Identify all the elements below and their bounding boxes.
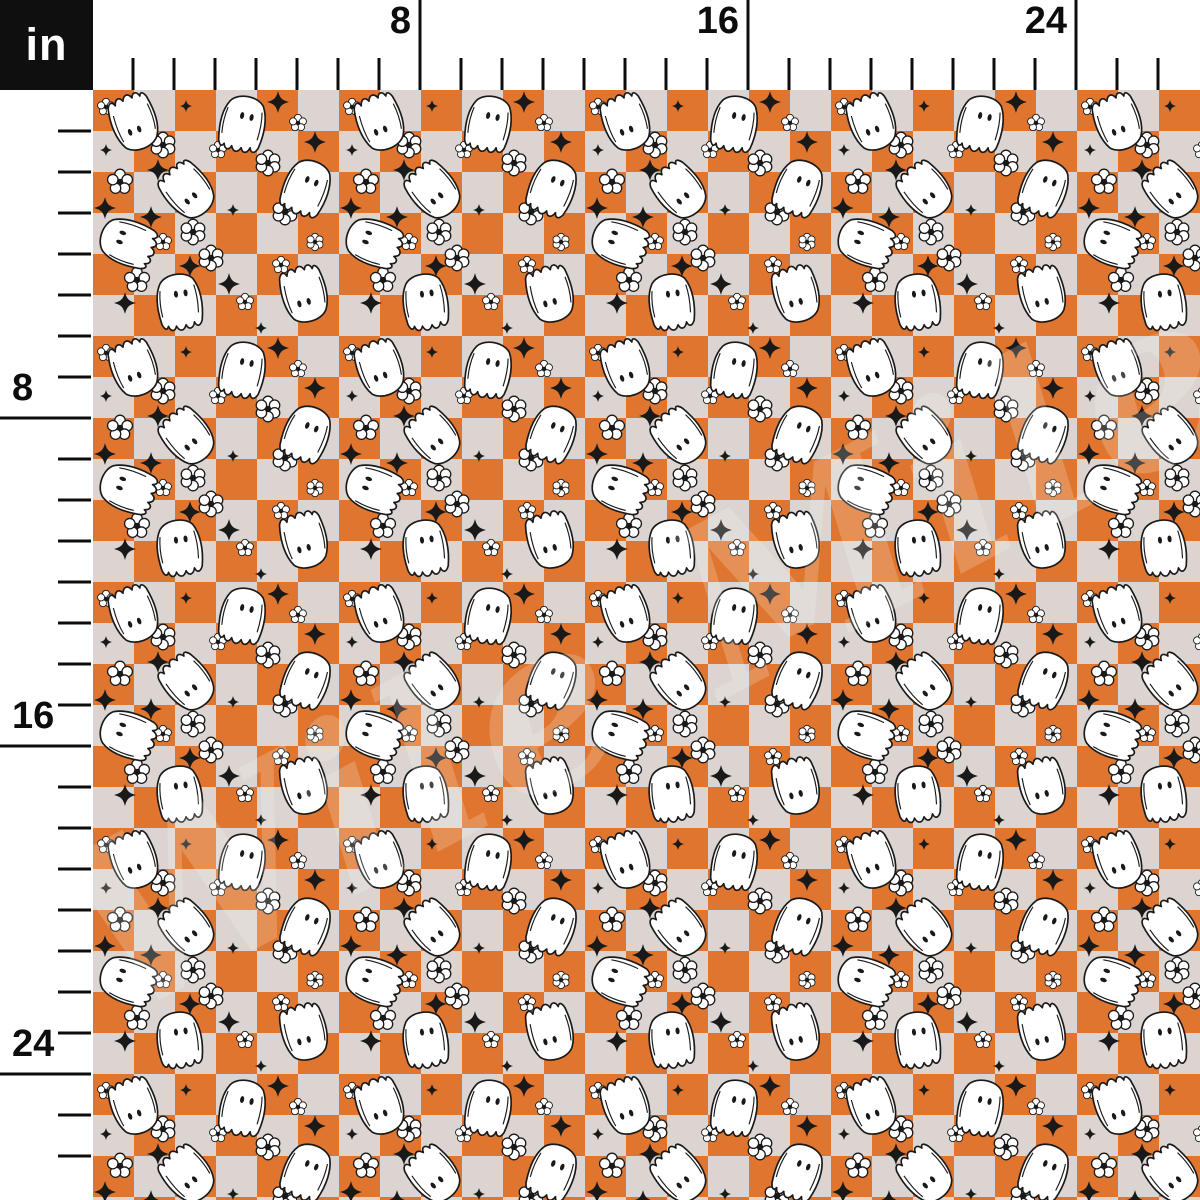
unit-label: in	[25, 19, 68, 70]
ruler-number: 24	[12, 1023, 55, 1065]
fabric-pattern-canvas: Wile Mile	[18, 90, 1200, 1200]
horizontal-ruler: 8 16 24	[93, 0, 1200, 90]
horizontal-ruler-ticks	[131, 0, 1160, 90]
vertical-ruler: 8 16 24	[0, 90, 93, 1200]
pattern-fill	[93, 90, 1200, 1200]
unit-badge: in	[0, 0, 93, 90]
vertical-ruler-ticks	[0, 129, 91, 1158]
ruler-number: 24	[1024, 0, 1067, 42]
ruler-number: 8	[389, 0, 411, 42]
fabric-pattern-swatch: Wile Mile	[18, 90, 1200, 1200]
ruler-number: 8	[12, 367, 34, 409]
ruler-number: 16	[12, 695, 55, 737]
ruler-number: 16	[696, 0, 739, 42]
